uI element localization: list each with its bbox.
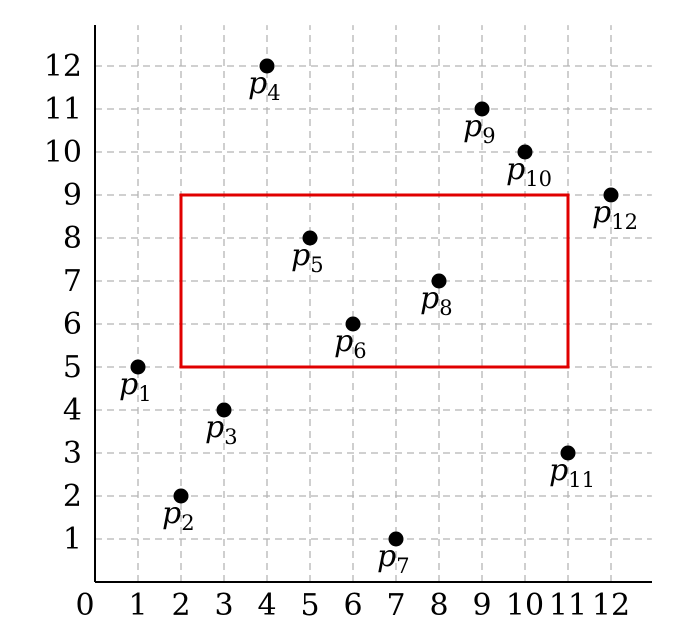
x-tick-label: 2: [171, 588, 190, 623]
point-label: p9: [463, 109, 496, 148]
point-label-subscript: 10: [525, 167, 552, 191]
y-tick-label: 12: [44, 49, 82, 84]
x-tick-label: 9: [472, 588, 491, 623]
y-tick-label: 2: [63, 479, 82, 514]
x-tick-label: 6: [343, 588, 362, 623]
point-label-subscript: 2: [181, 511, 194, 535]
y-tick-label: 3: [63, 436, 82, 471]
y-tick-label: 1: [63, 522, 82, 557]
x-tick-label: 1: [128, 588, 147, 623]
point-label-subscript: 11: [568, 468, 595, 492]
point-label: p4: [248, 66, 281, 105]
x-tick-label: 10: [506, 588, 544, 623]
x-tick-label: 12: [592, 588, 630, 623]
points: [130, 58, 619, 547]
point-label-subscript: 9: [482, 124, 495, 148]
x-tick-label: 7: [386, 588, 405, 623]
y-tick-label: 4: [63, 393, 82, 428]
data-point: [173, 488, 189, 504]
point-label: p2: [162, 496, 195, 535]
y-tick-label: 5: [63, 350, 82, 385]
x-tick-label: 11: [549, 588, 587, 623]
point-label-subscript: 4: [267, 81, 280, 105]
data-point: [431, 273, 447, 289]
y-tick-label: 7: [63, 264, 82, 299]
point-label-subscript: 6: [353, 339, 366, 363]
x-tick-label: 8: [429, 588, 448, 623]
y-tick-label: 10: [44, 135, 82, 170]
axes: [94, 25, 652, 583]
data-point: [130, 359, 146, 375]
point-label: p6: [334, 324, 367, 363]
point-label: p5: [291, 238, 324, 277]
x-tick-label: 0: [75, 588, 94, 623]
data-point: [345, 316, 361, 332]
y-tick-label: 6: [63, 307, 82, 342]
data-point: [302, 230, 318, 246]
point-label-subscript: 5: [310, 253, 323, 277]
point-label-subscript: 12: [611, 210, 638, 234]
point-label: p1: [119, 367, 152, 406]
point-label-subscript: 1: [138, 382, 151, 406]
point-label: p3: [205, 410, 238, 449]
point-label: p7: [377, 539, 410, 578]
query-rectangle-layer: [179, 193, 570, 369]
point-label: p8: [420, 281, 453, 320]
point-label-subscript: 7: [396, 554, 409, 578]
point-label-subscript: 8: [439, 296, 452, 320]
data-point: [560, 445, 576, 461]
data-point: [216, 402, 232, 418]
y-tick-label: 8: [63, 221, 82, 256]
query-rectangle: [179, 193, 570, 369]
point-label-subscript: 3: [224, 425, 237, 449]
x-tick-label: 4: [257, 588, 276, 623]
data-point: [603, 187, 619, 203]
data-point: [388, 531, 404, 547]
data-point: [517, 144, 533, 160]
y-tick-label: 11: [44, 92, 82, 127]
x-tick-label: 3: [214, 588, 233, 623]
data-point: [259, 58, 275, 74]
y-tick-label: 9: [63, 178, 82, 213]
x-tick-label: 5: [300, 588, 319, 623]
data-point: [474, 101, 490, 117]
